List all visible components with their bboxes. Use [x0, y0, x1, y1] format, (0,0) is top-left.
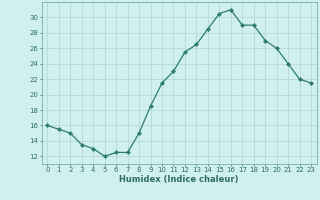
- X-axis label: Humidex (Indice chaleur): Humidex (Indice chaleur): [119, 175, 239, 184]
